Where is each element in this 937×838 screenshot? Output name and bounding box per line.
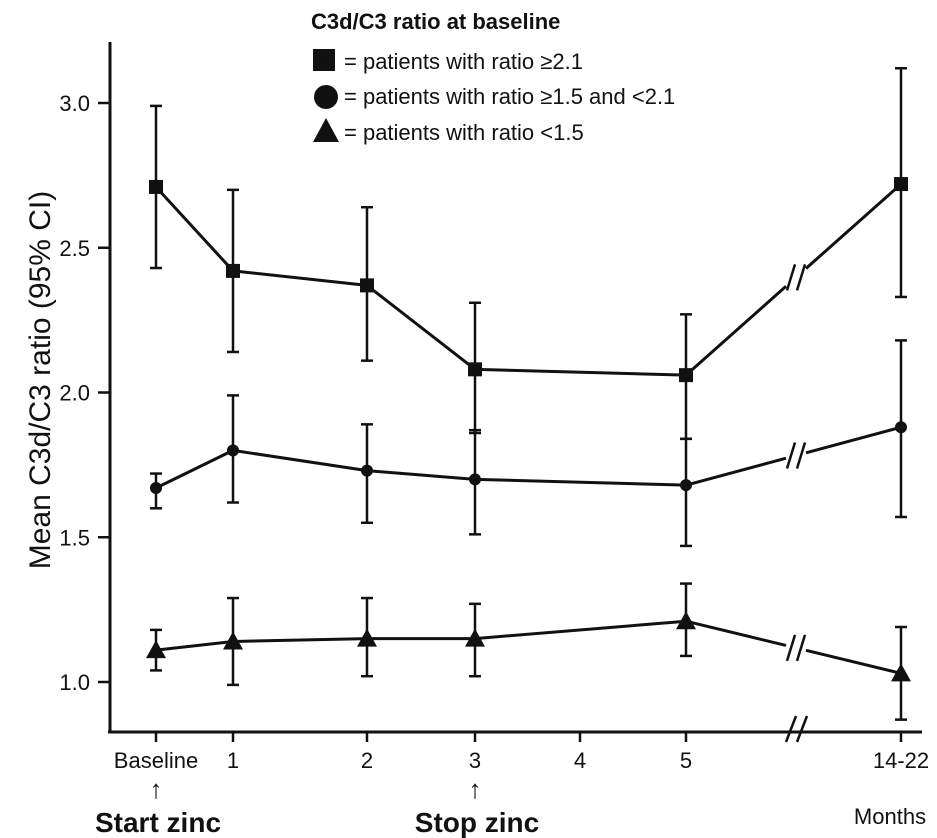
data-point-circle — [895, 421, 907, 434]
start-zinc-arrow: ↑ — [150, 774, 163, 804]
series-square — [149, 67, 908, 441]
x-axis-label: Months — [854, 804, 926, 829]
axis-break-x — [784, 715, 809, 743]
series-line — [474, 619, 687, 641]
data-point-square — [894, 177, 908, 192]
y-tick-label: 2.0 — [59, 381, 90, 406]
legend-title: C3d/C3 ratio at baseline — [311, 9, 560, 34]
legend-entry-triangle: = patients with ratio <1.5 — [344, 120, 584, 145]
series-line — [232, 448, 368, 473]
series-line — [805, 425, 902, 455]
data-point-triangle — [146, 640, 166, 659]
x-tick-label: 1 — [227, 748, 239, 773]
annotation-stop-zinc: ↑ Stop zinc — [415, 774, 539, 838]
legend: C3d/C3 ratio at baseline = patients with… — [311, 9, 675, 145]
y-tick-label: 2.5 — [59, 236, 90, 261]
series-circle — [150, 339, 907, 548]
stop-zinc-arrow: ↑ — [469, 774, 482, 804]
legend-square-marker — [313, 49, 335, 71]
series-line — [366, 284, 476, 371]
series-line — [366, 469, 476, 481]
x-tick-label: 14-22 — [873, 748, 929, 773]
data-point-circle — [469, 473, 481, 486]
data-point-triangle — [223, 631, 243, 650]
y-tick-label: 1.5 — [59, 525, 90, 550]
y-tick-label: 3.0 — [59, 91, 90, 116]
line-break-mark — [785, 442, 797, 469]
series-line — [155, 639, 234, 652]
data-point-circle — [227, 444, 239, 457]
data-point-triangle — [357, 628, 377, 647]
data-point-circle — [150, 482, 162, 495]
series-line — [154, 185, 235, 272]
x-tick-label: Baseline — [114, 748, 198, 773]
line-break-mark — [795, 634, 807, 662]
annotation-start-zinc: ↑ Start zinc — [95, 774, 221, 838]
series-line — [232, 269, 368, 287]
line-break-mark — [795, 442, 807, 469]
line-break-mark — [795, 264, 807, 291]
y-ticks: 1.0 1.5 2.0 2.5 3.0 — [59, 91, 110, 695]
series-line — [474, 367, 687, 377]
x-tick-label: 4 — [574, 748, 586, 773]
data-point-square — [149, 179, 163, 194]
line-break-mark — [785, 634, 797, 662]
series-line — [232, 637, 368, 643]
data-point-circle — [680, 479, 692, 492]
series-line — [685, 285, 787, 377]
data-point-circle — [361, 464, 373, 477]
y-axis-label: Mean C3d/C3 ratio (95% CI) — [24, 191, 57, 570]
data-point-square — [679, 368, 693, 383]
y-tick-label: 1.0 — [59, 670, 90, 695]
stop-zinc-label: Stop zinc — [415, 807, 539, 838]
series-line — [155, 449, 234, 490]
series-line — [685, 456, 787, 487]
data-point-square — [360, 278, 374, 293]
x-tick-label: 5 — [680, 748, 692, 773]
x-tick-label: 2 — [361, 748, 373, 773]
data-point-triangle — [676, 611, 696, 630]
legend-circle-marker — [314, 85, 338, 109]
series-group — [146, 67, 911, 721]
start-zinc-label: Start zinc — [95, 807, 221, 838]
legend-entry-square: = patients with ratio ≥2.1 — [344, 49, 583, 74]
legend-triangle-marker — [313, 118, 339, 142]
data-point-square — [468, 362, 482, 377]
series-line — [474, 477, 687, 487]
line-break-mark — [785, 264, 797, 291]
series-line — [805, 648, 902, 675]
data-point-square — [226, 263, 240, 278]
series-line — [805, 182, 902, 270]
x-tick-label: 3 — [469, 748, 481, 773]
data-point-triangle — [891, 663, 911, 682]
legend-entry-circle: = patients with ratio ≥1.5 and <2.1 — [344, 84, 675, 109]
data-point-triangle — [465, 628, 485, 647]
series-triangle — [146, 582, 911, 721]
series-line — [685, 619, 787, 647]
x-ticks: Baseline 1 2 3 4 5 14-22 — [114, 732, 929, 773]
